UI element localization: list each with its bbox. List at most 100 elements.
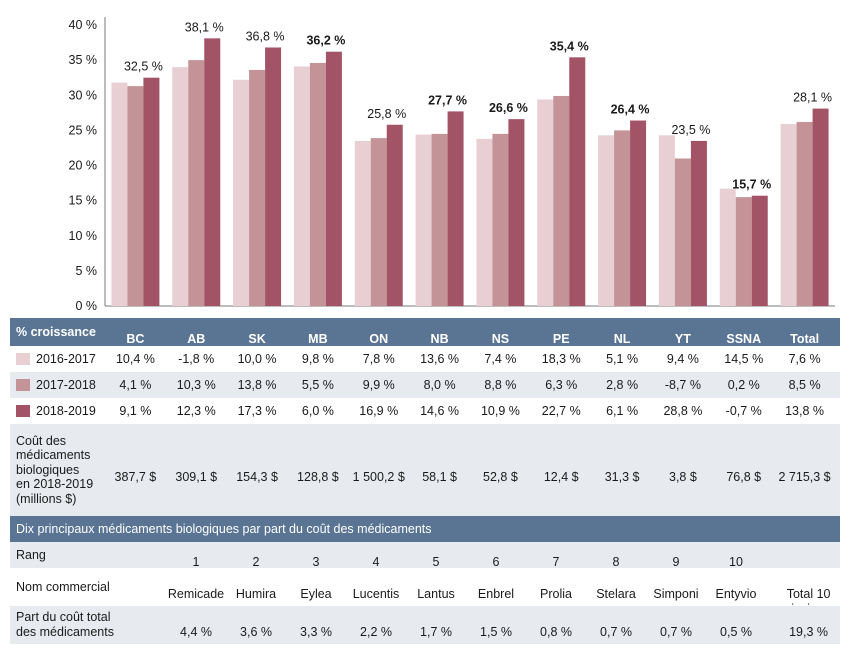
bar-2016-2017: [293, 66, 310, 306]
cost-cell: 128,8 $: [297, 470, 339, 484]
bar-2017-2018: [127, 86, 144, 307]
legend-swatch: [16, 405, 30, 417]
bar-2018-2019: [204, 38, 221, 306]
growth-cell: 5,1 %: [606, 352, 639, 366]
growth-cell: 13,8 %: [785, 404, 825, 418]
column-header: BC: [126, 332, 145, 346]
growth-cell: 18,3 %: [541, 352, 581, 366]
bar-2016-2017: [111, 82, 128, 306]
cost-cell: 1 500,2 $: [352, 470, 405, 484]
column-header: ON: [369, 332, 389, 346]
growth-cell: 9,8 %: [301, 352, 334, 366]
cost-label: Coût des médicaments biologiques en 2018-20…: [16, 434, 93, 507]
rank-cell: 3: [312, 555, 320, 569]
column-header: YT: [674, 332, 691, 346]
share-cell: 4,4 %: [180, 625, 212, 639]
share-label: Part du coût total des médicaments: [16, 610, 114, 640]
cost-cell: 58,1 $: [422, 470, 457, 484]
bar-2016-2017: [537, 99, 554, 306]
bar-2018-2019: [569, 57, 586, 306]
rank-cell: 9: [672, 555, 680, 569]
growth-cell: -0,7 %: [725, 404, 762, 418]
legend-swatch: [16, 379, 30, 391]
growth-row: 2017-2018 4,1 % 10,3 % 13,8 % 5,5 % 9,9 % 8,0 …: [10, 372, 840, 398]
legend-label: 2018-2019: [36, 404, 96, 418]
y-tick-label: 25 %: [69, 123, 98, 137]
bar-2018-2019: [812, 108, 829, 306]
share-cell: 0,7 %: [660, 625, 692, 639]
growth-cell: 8,5 %: [788, 378, 821, 392]
cost-cell: 31,3 $: [604, 470, 640, 484]
cost-cell: 309,1 $: [175, 470, 218, 484]
name-label: Nom commercial: [16, 580, 110, 594]
growth-cell: 22,7 %: [541, 404, 581, 418]
cost-cell: 2 715,3 $: [778, 470, 831, 484]
data-label: 26,4 %: [611, 103, 650, 117]
growth-cell: 9,1 %: [119, 404, 152, 418]
growth-cell: 28,8 %: [663, 404, 703, 418]
growth-cell: 2,8 %: [606, 378, 639, 392]
growth-cell: 10,4 %: [115, 352, 155, 366]
share-label-line: Part du coût total: [16, 610, 111, 624]
growth-cell: 4,1 %: [119, 378, 152, 392]
bar-2017-2018: [370, 138, 387, 306]
growth-cell: 12,3 %: [176, 404, 216, 418]
column-header: NL: [613, 332, 631, 346]
name-cell: Prolia: [540, 587, 572, 601]
share-cell: 0,8 %: [540, 625, 572, 639]
data-label: 32,5 %: [124, 60, 163, 74]
rank-cell: 5: [432, 555, 440, 569]
bar-2017-2018: [553, 95, 570, 306]
growth-cell: 10,0 %: [237, 352, 277, 366]
bar-2018-2019: [751, 195, 768, 306]
bar-2017-2018: [674, 158, 691, 306]
growth-cell: 13,8 %: [237, 378, 277, 392]
column-header: MB: [308, 332, 328, 346]
name-cell: Eylea: [300, 587, 332, 601]
data-label: 15,7 %: [732, 178, 771, 192]
bar-2018-2019: [325, 51, 342, 306]
growth-cell: 7,8 %: [362, 352, 395, 366]
growth-cell: 6,0 %: [301, 404, 334, 418]
bar-2016-2017: [233, 79, 250, 306]
growth-header-label: % croissance: [16, 325, 96, 339]
bar-2016-2017: [354, 140, 371, 306]
share-cell: 0,7 %: [600, 625, 632, 639]
name-cell: Remicade: [167, 587, 225, 601]
growth-cell: -8,7 %: [664, 378, 701, 392]
growth-cell: 14,5 %: [724, 352, 764, 366]
cost-cell: 387,7 $: [114, 470, 157, 484]
bar-2018-2019: [508, 119, 525, 306]
name-cell: Simponi: [653, 587, 699, 601]
column-header: AB: [187, 332, 206, 346]
top10-title-row: Dix principaux médicaments biologiques p…: [10, 516, 840, 542]
growth-row: 2016-2017 10,4 % -1,8 % 10,0 % 9,8 % 7,8 % 13,…: [10, 346, 840, 372]
bar-2017-2018: [188, 60, 205, 306]
growth-row-label: 2017-2018: [16, 378, 96, 392]
cost-label-line: en 2018-2019: [16, 477, 94, 492]
data-label: 25,8 %: [367, 107, 406, 121]
cost-cell: 3,8 $: [669, 470, 697, 484]
cost-label-line: Coût des: [16, 433, 67, 448]
bar-chart: 0 % 5 % 10 % 15 % 20 % 25 % 30 % 35 % 40 % 32,5 %…: [69, 17, 835, 313]
bar-2016-2017: [476, 138, 493, 306]
share-cell: 0,5 %: [720, 625, 752, 639]
growth-cell: 9,4 %: [666, 352, 699, 366]
cost-label-line: (millions $): [16, 491, 77, 506]
total-name-line: Total 10: [786, 587, 831, 601]
data-label: 35,4 %: [550, 39, 589, 53]
legend-swatch: [16, 353, 30, 365]
data-label: 38,1 %: [185, 20, 224, 34]
rank-row: Rang 1 2 3 4 5 6 7 8 9 10: [10, 542, 840, 569]
cost-cell: 76,8 $: [726, 470, 762, 484]
bar-2017-2018: [492, 133, 509, 306]
share-cell: 3,3 %: [300, 625, 332, 639]
bar-2017-2018: [431, 133, 448, 306]
growth-cell: 0,2 %: [727, 378, 760, 392]
bar-2018-2019: [386, 124, 403, 306]
legend-label: 2016-2017: [36, 352, 96, 366]
data-label: 27,7 %: [428, 93, 467, 107]
rank-cell: 8: [612, 555, 620, 569]
data-label: 26,6 %: [489, 101, 528, 115]
top10-title: Dix principaux médicaments biologiques p…: [16, 522, 432, 536]
